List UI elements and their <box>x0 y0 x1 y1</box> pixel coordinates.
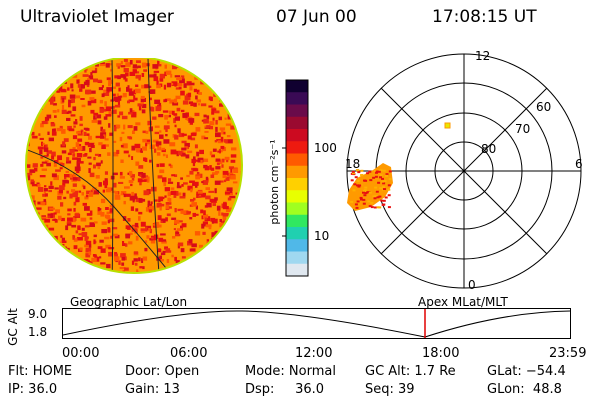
colorbar-band <box>286 263 308 277</box>
colorbar-tick-100: 100 <box>314 141 337 155</box>
colorbar-band <box>286 251 308 265</box>
status-gain: Gain: 13 <box>125 382 180 397</box>
status-dsp: Dsp: 36.0 <box>245 382 325 397</box>
time-tick-0000: 00:00 <box>62 346 100 361</box>
image-disk <box>25 58 243 274</box>
geographic-grid <box>27 58 171 272</box>
panel-title-apex: Apex MLat/MLT <box>418 295 508 309</box>
altitude-axis-label: GC Alt <box>5 308 20 346</box>
panel-title-geographic: Geographic Lat/Lon <box>70 295 188 309</box>
colorbar-tick-10: 10 <box>314 229 330 243</box>
colorbar-unit-label: photon cm⁻²s⁻¹ <box>268 139 281 224</box>
polar-mlt-plot: 12 18 6 0 60 70 80 <box>345 49 583 292</box>
colorbar-band <box>286 104 308 118</box>
mlat-label-80: 80 <box>481 142 496 156</box>
status-seq: Seq: 39 <box>365 382 415 397</box>
altitude-timeline <box>62 308 571 339</box>
colorbar-band <box>286 141 308 154</box>
mlt-label-6: 6 <box>575 157 583 171</box>
time-tick-1800: 18:00 <box>422 346 460 361</box>
observation-date: 07 Jun 00 <box>276 7 357 27</box>
status-mode: Mode: Normal <box>245 364 336 379</box>
mlat-label-60: 60 <box>536 100 551 114</box>
observation-time: 17:08:15 UT <box>432 7 537 27</box>
mlt-label-0: 0 <box>468 278 476 292</box>
sun-marker-icon <box>444 122 451 129</box>
colorbar-band <box>286 190 308 203</box>
colorbar-band <box>286 116 308 130</box>
time-tick-0600: 06:00 <box>170 346 208 361</box>
mlt-label-12: 12 <box>475 49 490 63</box>
status-door: Door: Open <box>125 364 200 379</box>
mlt-label-18: 18 <box>345 157 360 171</box>
altitude-tick-high: 9.0 <box>28 307 48 321</box>
colorbar-band <box>286 80 308 93</box>
colorbar-band <box>286 239 308 252</box>
colorbar-band <box>286 129 308 142</box>
time-tick-1200: 12:00 <box>295 346 333 361</box>
colorbar-band <box>286 202 308 216</box>
status-glon: GLon: 48.8 <box>487 382 562 397</box>
color-scale-bar: photon cm⁻²s⁻¹ <box>268 79 309 277</box>
status-ip: IP: 36.0 <box>8 382 58 397</box>
altitude-tick-low: 1.8 <box>28 325 48 339</box>
instrument-title: Ultraviolet Imager <box>20 7 174 27</box>
colorbar-band <box>286 153 308 167</box>
colorbar-band <box>286 178 308 191</box>
status-glat: GLat: −54.4 <box>487 364 566 379</box>
colorbar-band <box>286 227 308 240</box>
colorbar-band <box>286 92 308 105</box>
mlat-label-70: 70 <box>515 122 530 136</box>
colorbar-band <box>286 214 308 228</box>
colorbar-band <box>286 165 308 179</box>
time-tick-2359: 23:59 <box>549 346 587 361</box>
altitude-curve <box>62 310 571 338</box>
status-gc-alt: GC Alt: 1.7 Re <box>365 364 456 379</box>
status-flight: Flt: HOME <box>8 364 73 379</box>
geographic-image <box>25 58 243 274</box>
